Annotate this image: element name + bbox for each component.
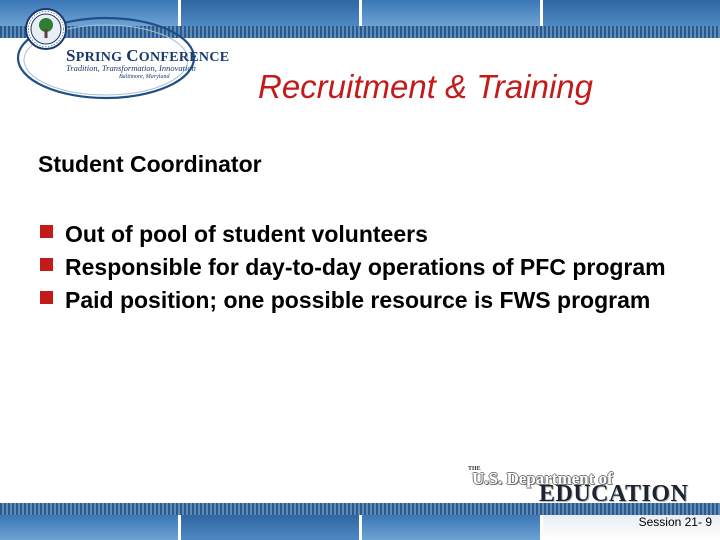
band-tile: [181, 515, 359, 540]
band-stripe: [0, 503, 720, 515]
band-tile: [362, 515, 540, 540]
logo-swoosh: [16, 8, 196, 100]
education-department-logo: THE U.S. Department of EDUCATION: [464, 463, 704, 507]
department-seal-icon: [25, 8, 67, 50]
band-tile: [543, 515, 720, 540]
square-bullet-icon: [40, 225, 53, 238]
session-number: Session 21- 9: [638, 515, 712, 529]
bottom-decorative-band: [0, 503, 720, 540]
bullet-text: Paid position; one possible resource is …: [65, 287, 651, 313]
conference-logo: SPRING CONFERENCE Tradition, Transformat…: [14, 4, 229, 104]
conference-name: SPRING CONFERENCE: [66, 46, 230, 65]
bullet-list: Out of pool of student volunteers Respon…: [38, 218, 678, 317]
band-tile: [362, 0, 540, 26]
list-item: Paid position; one possible resource is …: [38, 284, 678, 317]
square-bullet-icon: [40, 291, 53, 304]
slide-title: Recruitment & Training: [258, 68, 594, 105]
logo-education: EDUCATION: [539, 481, 689, 507]
list-item: Responsible for day-to-day operations of…: [38, 251, 678, 284]
band-tile: [543, 0, 720, 26]
square-bullet-icon: [40, 258, 53, 271]
slide-subheading: Student Coordinator: [38, 151, 262, 177]
logo-department: U.S. Department of: [472, 469, 613, 488]
list-item: Out of pool of student volunteers: [38, 218, 678, 251]
conference-location: Baltimore, Maryland: [119, 74, 170, 80]
conference-tagline: Tradition, Transformation, Innovation: [66, 63, 196, 73]
bullet-text: Responsible for day-to-day operations of…: [65, 254, 666, 280]
bullet-text: Out of pool of student volunteers: [65, 221, 428, 247]
band-tile: [181, 0, 359, 26]
logo-the: THE: [468, 466, 481, 472]
band-tile: [0, 515, 178, 540]
